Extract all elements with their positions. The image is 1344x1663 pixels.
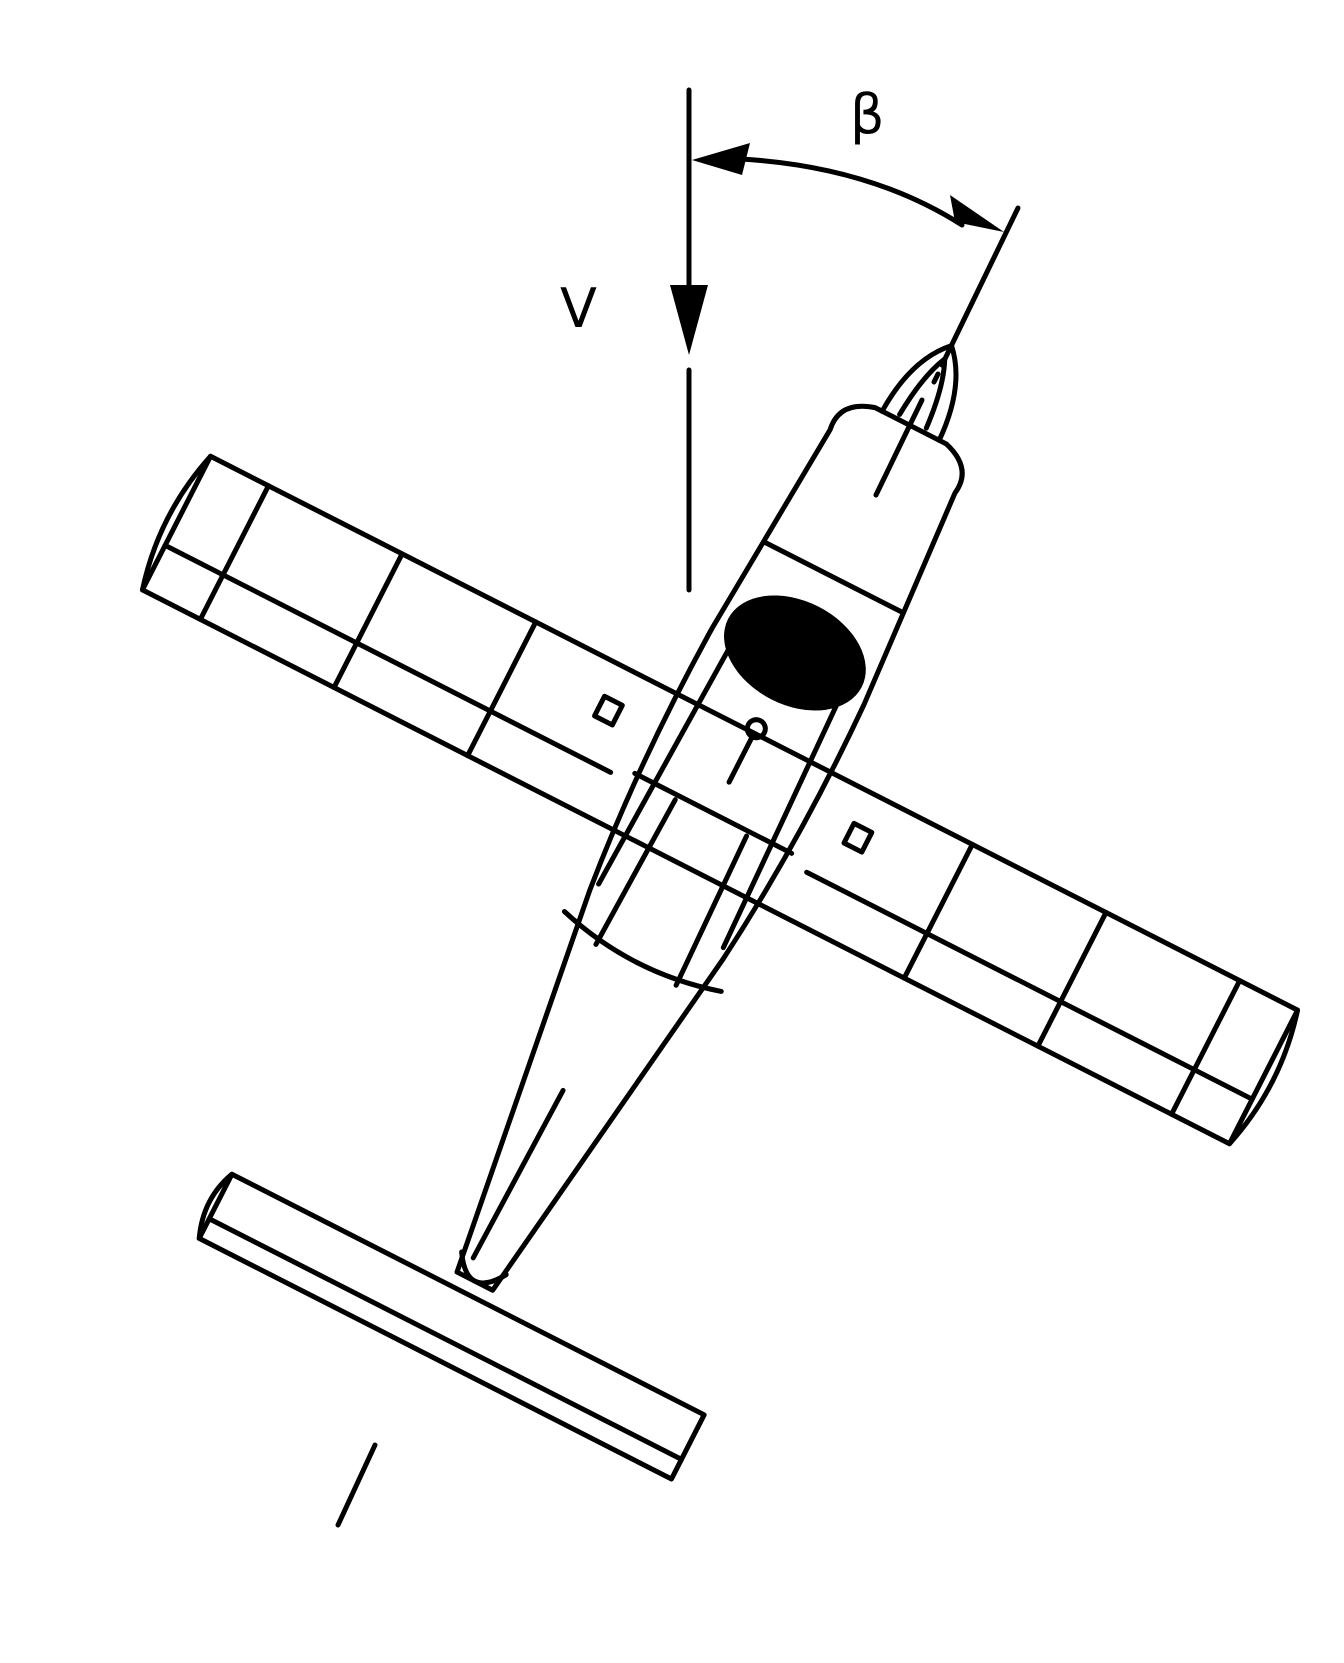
beta-label: β — [850, 83, 885, 146]
velocity-vector — [670, 87, 708, 593]
aircraft-axis-line — [335, 205, 1021, 1528]
horizontal-tail — [196, 1171, 707, 1482]
velocity-label: V — [560, 277, 597, 340]
beta-angle-arc — [692, 143, 1004, 232]
main-wing — [139, 453, 1301, 1147]
fuselage — [454, 403, 965, 1293]
aircraft-top-view — [139, 343, 1301, 1482]
propeller-spinner — [879, 343, 959, 443]
